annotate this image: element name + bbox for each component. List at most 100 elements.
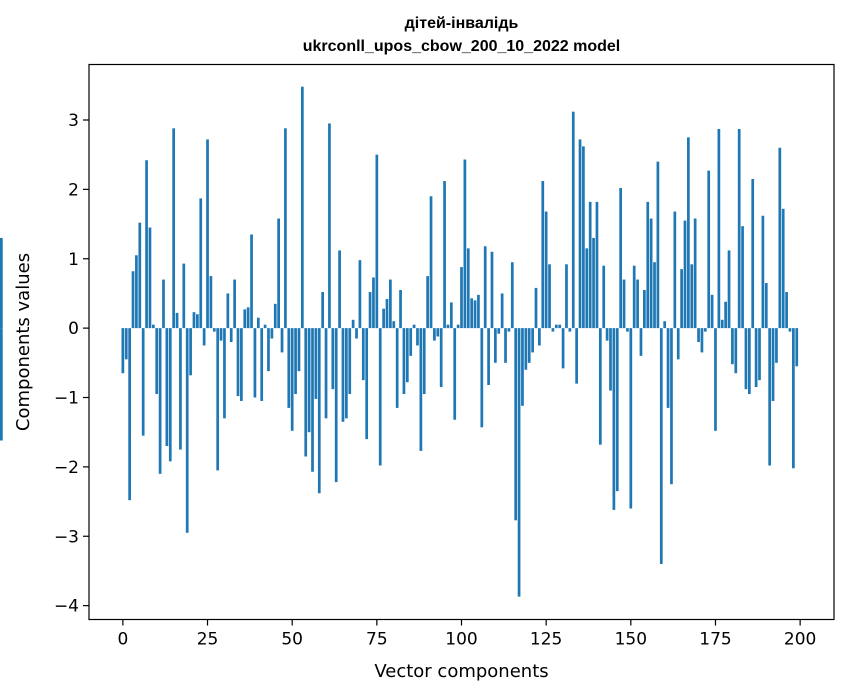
bar [480,328,484,428]
bar [727,250,731,329]
bar [196,314,199,329]
bar [412,324,416,329]
bar [527,328,531,363]
bar [761,215,765,329]
bar [361,328,365,381]
bar [0,237,3,329]
bar [615,328,619,492]
bar [697,328,700,343]
x-tick-label: 0 [117,630,128,650]
bar [236,328,240,397]
bar [304,328,308,457]
bar [402,328,406,395]
x-tick-label: 200 [784,630,816,650]
bar [775,328,778,363]
bar [307,328,311,433]
bar [510,262,514,329]
bar [781,208,785,329]
y-tick-label: 3 [68,111,79,131]
bar [643,289,646,329]
bar [785,292,788,329]
bar [229,328,233,343]
bar [399,289,402,329]
bar [439,328,443,388]
bar [598,328,602,445]
bar [700,328,704,353]
bar [676,328,680,360]
bar [541,181,545,329]
bar [267,328,270,372]
bar [165,328,169,447]
bar [121,328,125,374]
bar [378,328,382,466]
x-axis-ticks: 0 25 50 75 100 125 150 175 200 [117,619,816,650]
bar [138,222,142,329]
bar [494,328,497,363]
x-tick-label: 175 [699,630,731,650]
bar [155,328,159,395]
bar [253,328,257,398]
bar [670,328,673,485]
bar [182,263,186,329]
bar [449,302,453,329]
bar [619,187,623,329]
bar [690,264,694,329]
bar [663,321,667,329]
bar [0,328,3,441]
bar [389,279,392,329]
bar [270,328,274,339]
bar [680,269,683,329]
bar [612,328,616,510]
bar [256,317,260,329]
bars-group [0,86,799,597]
bar [409,328,413,356]
bar [717,129,721,329]
bar [202,328,206,346]
bar [571,111,575,329]
bar [764,283,768,329]
bar [250,234,253,329]
bar [751,178,755,329]
bar [280,328,284,353]
bar [707,170,711,329]
bar [558,324,562,329]
bar [646,201,650,329]
bar [565,264,568,329]
bar [659,328,663,565]
bar [463,159,467,329]
bar [714,328,717,431]
bar [368,292,372,329]
bar [355,328,358,339]
bar [568,328,572,332]
bar [629,328,633,509]
y-axis-ticks: −4 −3 −2 −1 0 1 2 3 [54,111,89,617]
bar [145,160,148,329]
bar [324,328,328,419]
x-tick-label: 50 [281,630,303,650]
bar [382,308,385,329]
bar [263,324,267,329]
bar [351,319,355,329]
bar [141,328,145,436]
bar [504,328,507,363]
bar [744,328,748,390]
bar [737,129,741,329]
bar [294,328,297,395]
bar [175,312,179,329]
y-tick-label: −2 [54,458,79,478]
bar [456,324,460,329]
bar [585,248,589,329]
bar [372,277,375,329]
bar [443,181,446,329]
bar [687,137,690,329]
bar [795,328,799,367]
bar [148,227,152,329]
bar [578,139,582,329]
x-tick-label: 25 [197,630,219,650]
bar [636,279,639,329]
bar [609,328,612,391]
bar [470,298,474,329]
y-tick-label: −3 [54,527,79,547]
bar [287,328,291,408]
